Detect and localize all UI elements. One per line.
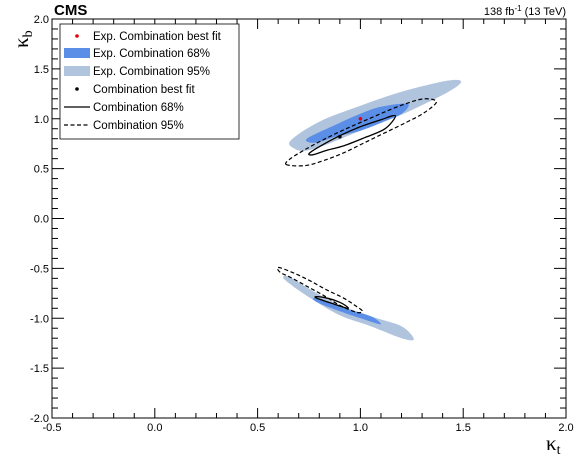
legend-label: Combination best fit <box>93 84 195 96</box>
legend-entry-obs-68: Combination 68% <box>64 102 184 114</box>
legend-black-dot <box>75 87 79 91</box>
x-tick-label: 1.5 <box>456 422 471 434</box>
legend-label: Combination 95% <box>93 120 184 132</box>
legend-label: Exp. Combination 95% <box>93 66 210 78</box>
legend-lightblue-box <box>64 66 90 76</box>
x-tick-labels: -0.5 0.0 0.5 1.0 1.5 2.0 <box>43 422 574 434</box>
legend-box <box>59 23 240 140</box>
legend-label: Exp. Combination best fit <box>93 31 222 43</box>
legend: Exp. Combination best fit Exp. Combinati… <box>59 23 240 140</box>
legend-entry-exp-68: Exp. Combination 68% <box>64 48 210 60</box>
obs-68-contour-1 <box>314 295 349 309</box>
x-tick-label: 0.0 <box>147 422 162 434</box>
x-tick-label: 0.5 <box>250 422 265 434</box>
x-axis-title: κt <box>546 431 561 458</box>
obs-best-fit-point <box>338 134 342 139</box>
legend-red-dot <box>75 34 79 38</box>
obs-95-contour-0 <box>285 98 438 167</box>
y-tick-label: 2.0 <box>34 14 49 26</box>
exp-95-region-1 <box>283 275 414 341</box>
y-tick-label: -2.0 <box>30 413 49 425</box>
y-tick-label: 0.5 <box>34 164 49 176</box>
y-tick-label: -1.0 <box>30 313 49 325</box>
y-tick-label: -0.5 <box>30 263 49 275</box>
x-tick-label: 1.0 <box>353 422 368 434</box>
y-tick-label: 0.0 <box>34 214 49 226</box>
y-tick-labels: -2.0 -1.5 -1.0 -0.5 0.0 0.5 1.0 1.5 2.0 <box>30 14 49 425</box>
exp-68-region-0 <box>305 103 409 143</box>
obs-68-contour-0 <box>308 114 397 156</box>
legend-entry-obs-best-fit: Combination best fit <box>75 84 195 96</box>
legend-label: Exp. Combination 68% <box>93 48 210 60</box>
legend-blue-box <box>64 48 90 58</box>
y-tick-label: 1.5 <box>34 64 49 76</box>
y-tick-label: -1.5 <box>30 363 49 375</box>
legend-entry-obs-95: Combination 95% <box>64 120 184 132</box>
lumi-label: 138 fb-1 (13 TeV) <box>484 4 566 18</box>
y-axis-title: κb <box>9 30 36 48</box>
cms-label: CMS <box>54 2 87 19</box>
legend-label: Combination 68% <box>93 102 184 114</box>
x-tick-label: -0.5 <box>43 422 62 434</box>
exp-best-fit-point <box>358 116 363 121</box>
legend-entry-exp-best-fit: Exp. Combination best fit <box>75 31 222 43</box>
exp-68-region-1 <box>312 298 382 325</box>
obs-95-contour-1 <box>276 266 364 314</box>
x-tick-label: 2.0 <box>558 422 573 434</box>
y-tick-label: 1.0 <box>34 114 49 126</box>
legend-entry-exp-95: Exp. Combination 95% <box>64 66 210 78</box>
